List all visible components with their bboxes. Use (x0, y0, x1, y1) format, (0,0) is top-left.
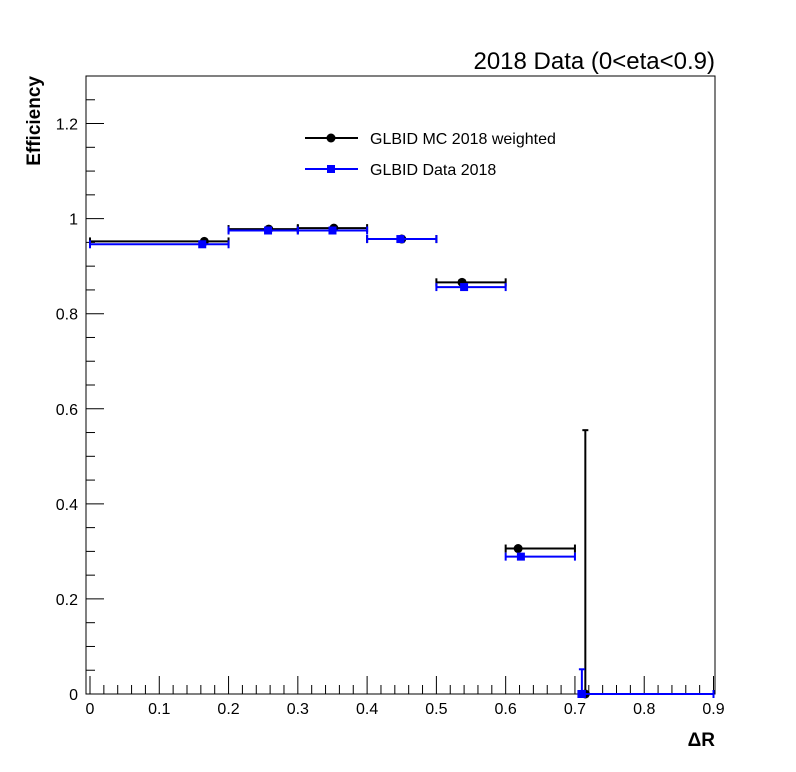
x-tick-label: 0.9 (702, 701, 724, 718)
x-tick-label: 0.6 (495, 701, 517, 718)
legend-marker-data (327, 165, 335, 173)
legend: GLBID MC 2018 weighted GLBID Data 2018 (305, 131, 556, 179)
series-1 (89, 226, 715, 698)
y-tick-label: 0.4 (56, 497, 78, 514)
x-tick-label: 0 (86, 701, 95, 718)
x-tick-label: 0.8 (633, 701, 655, 718)
legend-label-mc: GLBID MC 2018 weighted (370, 131, 556, 148)
y-tick-label: 0.6 (56, 402, 78, 419)
x-axis-label: ΔR (688, 730, 716, 751)
y-tick-label: 1.2 (56, 117, 78, 134)
chart-title: 2018 Data (0<eta<0.9) (473, 48, 715, 75)
legend-label-data: GLBID Data 2018 (370, 162, 496, 179)
data-point (516, 552, 525, 561)
data-point (264, 226, 273, 235)
x-tick-label: 0.7 (564, 701, 586, 718)
y-tick-label: 0.8 (56, 307, 78, 324)
y-tick-label: 0 (69, 687, 78, 704)
y-tick-label: 1 (69, 212, 78, 229)
y-axis-ticks: 0 0.2 0.4 0.6 0.8 1 1.2 (56, 75, 104, 704)
y-axis-label: Efficiency (24, 76, 45, 166)
data-point (460, 283, 469, 292)
data-point (513, 544, 523, 554)
x-tick-label: 0.2 (217, 701, 239, 718)
data-point (328, 226, 337, 235)
x-tick-label: 0.1 (148, 701, 170, 718)
y-tick-label: 0.2 (56, 592, 78, 609)
legend-marker-mc (326, 133, 336, 143)
x-tick-label: 0.4 (356, 701, 378, 718)
data-point (198, 240, 207, 249)
data-point (577, 690, 586, 698)
x-tick-label: 0.5 (425, 701, 447, 718)
x-tick-label: 0.3 (287, 701, 309, 718)
data-series (89, 223, 715, 699)
data-point (396, 235, 405, 244)
